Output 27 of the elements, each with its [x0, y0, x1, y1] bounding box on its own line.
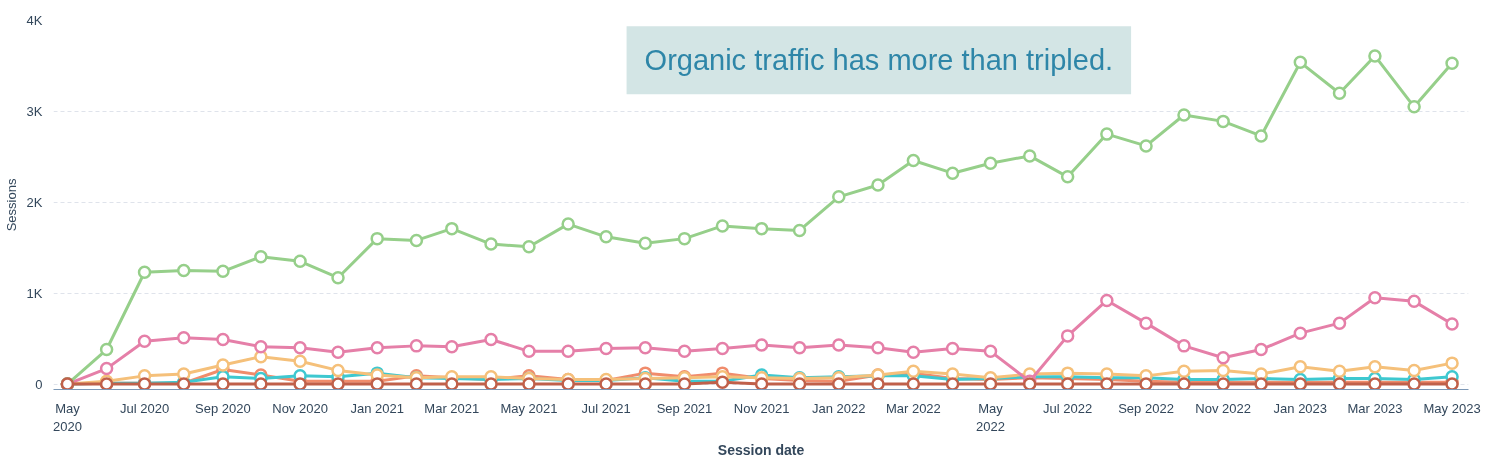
annotation: Organic traffic has more than tripled. — [644, 44, 1114, 77]
x-tick-label: Nov 2021 — [733, 400, 790, 416]
x-tick-label: May 2023 — [1423, 400, 1481, 416]
y-tick-label: 0 — [35, 376, 43, 392]
x-tick-label: Jul 2021 — [581, 400, 631, 416]
y-tick-label: 4K — [26, 13, 43, 28]
x-tick-label: Jan 2021 — [350, 400, 404, 416]
y-tick-label: 1K — [26, 285, 43, 301]
x-tick-label: Sep 2021 — [656, 400, 713, 416]
x-tick-label: Mar 2022 — [885, 400, 941, 416]
x-tick-label: Sep 2020 — [195, 400, 251, 416]
x-tick-label: Mar 2021 — [424, 400, 480, 416]
x-tick-label: Jan 2022 — [812, 400, 866, 416]
x-axis-title: Session date — [717, 441, 805, 458]
y-axis-title: Sessions — [3, 178, 19, 232]
x-tick-label: Mar 2023 — [1347, 400, 1403, 416]
x-tick-label: May 2021 — [500, 400, 558, 416]
x-tick-label: Jul 2022 — [1043, 400, 1093, 416]
x-tick-label: Nov 2022 — [1195, 400, 1252, 416]
x-tick-label: Nov 2020 — [272, 400, 328, 416]
y-tick-label: 2K — [26, 194, 43, 210]
x-tick-label: Sep 2022 — [1118, 400, 1174, 416]
x-tick-label: Jan 2023 — [1273, 400, 1328, 416]
x-tick-label: Jul 2020 — [119, 400, 170, 416]
x-tick-label: May 2022 — [976, 400, 1005, 434]
y-tick-label: 3K — [26, 103, 43, 119]
x-tick-label: May 2020 — [52, 400, 82, 434]
